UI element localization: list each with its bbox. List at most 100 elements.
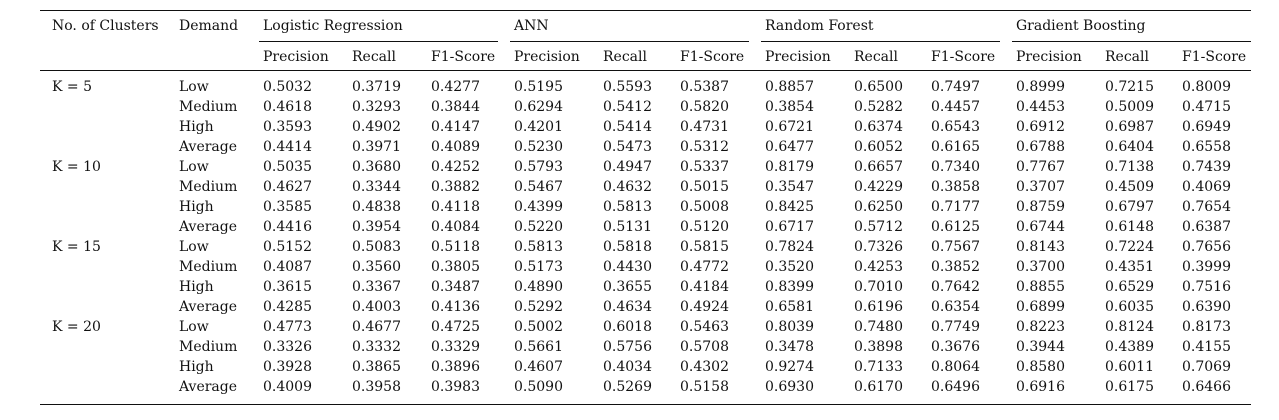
metric-value: 0.7642 (931, 279, 980, 295)
demand-label: Low (179, 319, 209, 335)
metric-value: 0.3344 (352, 179, 401, 195)
metric-value: 0.7767 (1016, 159, 1065, 175)
metric-value: 0.4509 (1105, 179, 1154, 195)
metric-value: 0.3560 (352, 259, 401, 275)
metric-value: 0.4677 (352, 319, 401, 335)
metric-value: 0.5412 (603, 99, 652, 115)
metric-value: 0.3615 (263, 279, 312, 295)
metric-value: 0.4201 (514, 119, 563, 135)
table-bottom-rule (40, 404, 1251, 405)
metric-value: 0.3332 (352, 339, 401, 355)
metric-value: 0.7654 (1182, 199, 1231, 215)
metric-value: 0.6788 (1016, 139, 1065, 155)
metric-header: F1-Score (931, 49, 996, 65)
metric-value: 0.3844 (431, 99, 480, 115)
metric-value: 0.7133 (854, 359, 903, 375)
metric-value: 0.9274 (765, 359, 814, 375)
model-group-rule (259, 41, 498, 42)
metric-value: 0.6717 (765, 219, 814, 235)
metric-value: 0.4389 (1105, 339, 1154, 355)
metric-value: 0.4627 (263, 179, 312, 195)
demand-label: Low (179, 239, 209, 255)
metric-value: 0.4607 (514, 359, 563, 375)
metric-value: 0.5813 (514, 239, 563, 255)
metric-value: 0.5269 (603, 379, 652, 395)
metric-value: 0.3719 (352, 79, 401, 95)
metric-value: 0.3487 (431, 279, 480, 295)
metric-value: 0.4947 (603, 159, 652, 175)
metric-value: 0.4184 (680, 279, 729, 295)
metric-value: 0.8009 (1182, 79, 1231, 95)
metric-header: Precision (514, 49, 580, 65)
metric-value: 0.5173 (514, 259, 563, 275)
model-header: Gradient Boosting (1016, 18, 1146, 34)
metric-value: 0.5118 (431, 239, 480, 255)
metric-value: 0.4034 (603, 359, 652, 375)
metric-value: 0.6558 (1182, 139, 1231, 155)
metric-value: 0.7749 (931, 319, 980, 335)
metric-value: 0.8399 (765, 279, 814, 295)
metric-value: 0.7516 (1182, 279, 1231, 295)
metric-value: 0.4136 (431, 299, 480, 315)
metric-value: 0.3478 (765, 339, 814, 355)
metric-value: 0.4118 (431, 199, 480, 215)
metric-value: 0.6987 (1105, 119, 1154, 135)
metric-value: 0.8039 (765, 319, 814, 335)
model-header: Logistic Regression (263, 18, 403, 34)
metric-value: 0.8179 (765, 159, 814, 175)
metric-value: 0.4715 (1182, 99, 1231, 115)
metric-value: 0.5009 (1105, 99, 1154, 115)
metric-value: 0.6390 (1182, 299, 1231, 315)
metric-value: 0.4229 (854, 179, 903, 195)
metric-value: 0.4618 (263, 99, 312, 115)
metric-value: 0.6529 (1105, 279, 1154, 295)
cluster-group-label: K = 15 (52, 239, 101, 255)
metric-value: 0.8999 (1016, 79, 1065, 95)
metric-value: 0.5337 (680, 159, 729, 175)
metric-value: 0.5467 (514, 179, 563, 195)
metric-value: 0.5035 (263, 159, 312, 175)
metric-value: 0.3293 (352, 99, 401, 115)
metric-value: 0.3655 (603, 279, 652, 295)
metric-value: 0.5015 (680, 179, 729, 195)
metric-value: 0.5463 (680, 319, 729, 335)
metric-value: 0.7138 (1105, 159, 1154, 175)
metric-value: 0.3882 (431, 179, 480, 195)
model-header: ANN (514, 18, 549, 34)
metric-value: 0.4430 (603, 259, 652, 275)
metric-value: 0.5312 (680, 139, 729, 155)
metric-header: Recall (603, 49, 647, 65)
demand-label: Average (179, 379, 238, 395)
metric-value: 0.5292 (514, 299, 563, 315)
metric-value: 0.7439 (1182, 159, 1231, 175)
demand-label: Medium (179, 259, 238, 275)
metric-value: 0.3954 (352, 219, 401, 235)
metric-value: 0.3805 (431, 259, 480, 275)
metric-value: 0.4399 (514, 199, 563, 215)
metric-value: 0.3928 (263, 359, 312, 375)
metric-value: 0.3852 (931, 259, 980, 275)
metric-value: 0.6175 (1105, 379, 1154, 395)
demand-label: Average (179, 219, 238, 235)
model-header: Random Forest (765, 18, 874, 34)
metric-value: 0.6170 (854, 379, 903, 395)
metric-value: 0.6387 (1182, 219, 1231, 235)
model-group-rule (1012, 41, 1251, 42)
metric-value: 0.3329 (431, 339, 480, 355)
demand-label: High (179, 279, 214, 295)
metric-value: 0.5230 (514, 139, 563, 155)
metric-value: 0.5158 (680, 379, 729, 395)
metric-value: 0.6744 (1016, 219, 1065, 235)
metric-value: 0.4731 (680, 119, 729, 135)
metric-value: 0.3326 (263, 339, 312, 355)
metric-value: 0.6500 (854, 79, 903, 95)
metric-value: 0.3896 (431, 359, 480, 375)
metric-header: Recall (854, 49, 898, 65)
metric-value: 0.6148 (1105, 219, 1154, 235)
metric-value: 0.4285 (263, 299, 312, 315)
metric-value: 0.3858 (931, 179, 980, 195)
metric-value: 0.5131 (603, 219, 652, 235)
demand-label: High (179, 199, 214, 215)
cluster-group-label: K = 20 (52, 319, 101, 335)
metric-value: 0.3865 (352, 359, 401, 375)
